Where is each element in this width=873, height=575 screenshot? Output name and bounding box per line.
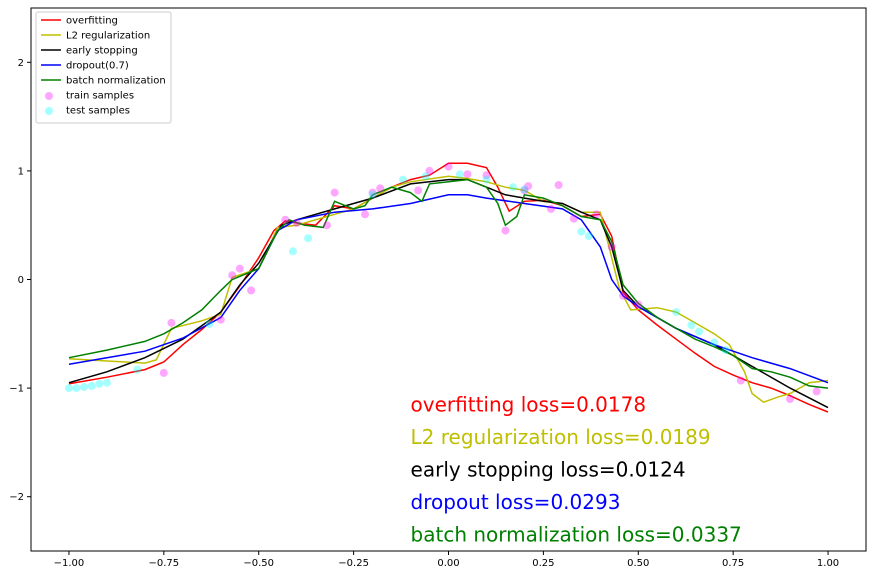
legend-label-1: L2 regularization	[66, 31, 150, 42]
legend: overfitting L2 regularization early stoppi…	[35, 11, 172, 124]
loss-annotation-0: overfitting loss=0.0178	[411, 392, 647, 416]
loss-annotation-4: batch normalization loss=0.0337	[411, 523, 742, 547]
scatter-point-1-17	[577, 227, 586, 236]
scatter-point-0-0	[167, 318, 176, 327]
loss-annotation-2: early stopping loss=0.0124	[411, 458, 686, 482]
scatter-point-0-27	[634, 300, 643, 309]
x-tick-label-3: −0.25	[338, 558, 369, 569]
scatter-point-0-19	[520, 186, 529, 195]
scatter-point-1-1	[72, 384, 81, 393]
scatter-point-1-0	[65, 384, 73, 393]
scatter-point-0-8	[323, 221, 331, 230]
loss-annotation-1: L2 regularization loss=0.0189	[411, 425, 711, 449]
scatter-point-1-16	[520, 185, 529, 194]
x-tick-label-6: 0.50	[627, 558, 649, 569]
scatter-point-1-10	[368, 190, 377, 199]
scatter-point-0-10	[361, 210, 369, 219]
loss-annotation-3: dropout loss=0.0293	[411, 490, 621, 514]
scatter-point-0-26	[619, 291, 628, 300]
scatter-point-0-20	[524, 182, 533, 191]
y-tick-label-4: 2	[18, 58, 24, 69]
series-layer	[68, 162, 829, 413]
y-tick-label-3: 1	[18, 166, 24, 177]
scatter-point-1-13	[455, 170, 464, 179]
scatter-point-0-3	[228, 271, 237, 280]
x-tick-label-5: 0.25	[532, 558, 554, 569]
scatter-point-0-2	[216, 315, 225, 324]
series-line-4	[68, 178, 829, 389]
scatter-point-0-30	[812, 387, 821, 396]
scatter-point-0-5	[247, 286, 256, 295]
scatter-point-0-6	[281, 215, 290, 224]
scatter-point-1-18	[584, 232, 593, 241]
x-axis: −1.00 −0.75 −0.50 −0.25 0.00 0.25 0.50 0.75 1.00	[54, 551, 839, 569]
scatter-point-0-7	[292, 219, 301, 227]
scatter-point-1-23	[721, 346, 730, 355]
scatter-point-0-9	[330, 188, 339, 197]
legend-label-2: early stopping	[66, 46, 138, 57]
legend-swatch-6	[45, 107, 53, 115]
y-tick-label-2: 0	[18, 275, 24, 286]
x-tick-label-7: 0.75	[722, 558, 744, 569]
scatter-point-1-9	[304, 234, 313, 243]
scatter-point-0-23	[569, 214, 578, 223]
scatter-point-0-17	[482, 171, 491, 180]
scatter-point-0-22	[554, 181, 563, 189]
scatter-point-0-18	[501, 226, 510, 235]
x-tick-label-0: −1.00	[54, 558, 85, 569]
scatter-point-1-14	[482, 175, 491, 184]
scatter-point-1-20	[687, 321, 696, 330]
scatter-point-1-15	[509, 183, 517, 192]
scatter-point-0-24	[592, 210, 601, 219]
scatter-point-0-13	[414, 186, 423, 195]
scatter-point-1-22	[710, 338, 719, 347]
scatter-point-0-21	[547, 204, 555, 213]
scatter-point-0-25	[607, 242, 616, 251]
legend-label-0: overfitting	[66, 16, 118, 27]
scatter-point-1-2	[80, 383, 89, 391]
scatter-point-1-21	[695, 327, 703, 336]
scatter-point-0-4	[235, 264, 244, 273]
scatter-point-0-11	[368, 188, 377, 197]
x-tick-label-4: 0.00	[437, 558, 459, 569]
scatter-point-1-3	[87, 381, 96, 390]
x-tick-label-8: 1.00	[817, 558, 839, 569]
scatter-point-1-4	[95, 379, 104, 388]
scatter-point-0-16	[463, 170, 472, 179]
legend-label-5: train samples	[66, 91, 134, 102]
scatter-point-1-12	[421, 172, 430, 181]
scatter-point-0-12	[376, 184, 385, 193]
legend-frame	[35, 11, 172, 124]
scatter-point-0-29	[786, 395, 795, 403]
legend-label-4: batch normalization	[66, 76, 166, 87]
loss-annotations: overfitting loss=0.0178 L2 regularization…	[411, 392, 742, 546]
legend-label-3: dropout(0.7)	[66, 61, 129, 72]
scatter-point-0-28	[736, 376, 745, 385]
scatter-point-0-1	[159, 368, 168, 377]
scatter-point-1-5	[102, 378, 111, 387]
legend-swatch-5	[45, 92, 53, 100]
scatter-point-1-6	[133, 365, 142, 374]
y-tick-label-1: −1	[9, 384, 24, 395]
scatter-point-1-8	[288, 247, 297, 256]
x-tick-label-2: −0.50	[243, 558, 274, 569]
legend-label-6: test samples	[66, 106, 130, 117]
y-axis: −2 −1 0 1 2	[9, 58, 31, 503]
scatter-point-0-15	[444, 162, 453, 171]
scatter-point-1-19	[672, 308, 681, 317]
y-tick-label-0: −2	[9, 492, 24, 503]
scatter-point-0-14	[425, 166, 434, 175]
x-tick-label-1: −0.75	[149, 558, 180, 569]
scatter-layer	[65, 162, 821, 403]
scatter-point-1-11	[399, 175, 407, 184]
scatter-point-1-7	[205, 320, 214, 328]
